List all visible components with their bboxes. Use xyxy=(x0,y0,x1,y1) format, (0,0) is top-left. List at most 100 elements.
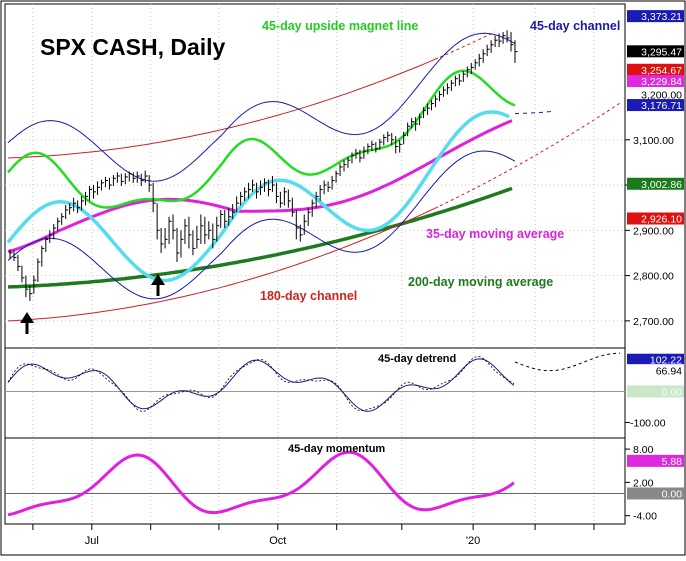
price-bar xyxy=(415,117,419,131)
price-bar xyxy=(188,216,192,249)
price-bar xyxy=(104,176,108,188)
indicator-series-group xyxy=(5,352,625,517)
momentum-value-text-1: 0.00 xyxy=(662,488,683,500)
price-bar xyxy=(168,216,172,244)
price-value-box-3 xyxy=(627,75,684,88)
price-bar xyxy=(77,200,81,214)
price-bar xyxy=(279,191,283,208)
detrend-value-box-1 xyxy=(626,364,685,378)
price-bar xyxy=(25,275,29,298)
annotation-45-day-channel: 45-day channel xyxy=(530,19,620,33)
detrend-value-box-2 xyxy=(627,385,684,398)
price-bar xyxy=(132,172,136,183)
momentum-value-box-1 xyxy=(627,487,684,500)
channel45-proj xyxy=(514,110,556,115)
price-bar xyxy=(37,258,41,282)
price-bar xyxy=(474,59,478,70)
price-bar xyxy=(359,149,363,163)
price-bar xyxy=(411,118,415,129)
price-bar xyxy=(454,75,458,87)
x-axis: Jul Oct '20 xyxy=(32,524,595,547)
price-bar xyxy=(61,213,65,225)
price-bar xyxy=(514,40,518,63)
price-bar xyxy=(65,204,69,219)
price-bar xyxy=(363,146,367,159)
price-bar xyxy=(144,170,148,183)
price-bar xyxy=(152,182,156,213)
annotation-magnet-line: 45-day upside magnet line xyxy=(262,19,418,33)
price-bar xyxy=(403,131,407,145)
momentum-y-tick-label-2: -4.00 xyxy=(633,511,657,523)
price-bar xyxy=(45,236,49,253)
price-bar xyxy=(331,176,335,190)
price-bar xyxy=(434,95,438,108)
x-tick-label-1: Oct xyxy=(269,535,286,547)
price-bar xyxy=(395,136,399,154)
price-value-box-5 xyxy=(627,99,684,112)
price-bar xyxy=(156,203,160,240)
price-bar xyxy=(299,224,303,242)
detrend-signal xyxy=(7,356,515,412)
price-value-text-2: 3,254.67 xyxy=(641,65,682,77)
price-bar xyxy=(450,80,454,91)
cycle-line xyxy=(6,110,510,283)
price-bar xyxy=(275,182,279,204)
momentum-line xyxy=(7,450,515,517)
price-bar xyxy=(470,62,474,75)
price-bar xyxy=(57,217,61,232)
price-value-text-7: 2,926.10 xyxy=(641,214,682,226)
price-bar xyxy=(236,196,240,213)
price-bar xyxy=(112,175,116,186)
price-bar xyxy=(351,152,355,164)
price-bar xyxy=(33,275,37,294)
value-labels: 3,373.21 3,295.47 3,254.673,229.84 3,200.00… xyxy=(626,10,685,500)
price-bar xyxy=(108,177,112,190)
chart-title: SPX CASH, Daily xyxy=(40,34,226,60)
annotation-200-day-ma: 200-day moving average xyxy=(408,275,553,289)
price-bar xyxy=(319,185,323,201)
momentum-y-tick-label-1: 2.00 xyxy=(633,477,654,489)
price-bar xyxy=(498,33,502,47)
price-bar xyxy=(407,122,411,137)
detrend-value-label-0: 102.22 xyxy=(627,353,684,367)
channel45-lower xyxy=(7,150,516,300)
price-value-label-4: 3,200.00 xyxy=(626,88,685,102)
price-bar xyxy=(419,113,423,126)
price-bar xyxy=(486,44,490,57)
momentum-value-box-0 xyxy=(627,454,684,467)
y-tick-label-2: 2,900.00 xyxy=(633,225,674,237)
detrend-value-label-1: 66.94 xyxy=(626,364,685,378)
price-bar xyxy=(252,179,256,192)
plot-area xyxy=(4,3,626,525)
price-bar xyxy=(180,230,184,258)
price-bar xyxy=(303,214,307,235)
price-bars xyxy=(9,30,518,301)
price-bar xyxy=(271,176,275,192)
price-bar xyxy=(478,53,482,67)
price-bar xyxy=(391,133,395,146)
price-bar xyxy=(196,225,200,249)
price-bar xyxy=(287,189,291,208)
price-bar xyxy=(506,30,510,43)
price-value-text-5: 3,176.71 xyxy=(641,100,682,112)
price-bar xyxy=(502,32,506,44)
price-value-label-0: 3,373.21 xyxy=(627,10,684,23)
price-bar xyxy=(248,182,252,199)
price-bar xyxy=(100,179,104,191)
annotation-180-day-channel: 180-day channel xyxy=(260,289,357,303)
price-bar xyxy=(89,185,93,201)
price-bar xyxy=(140,173,144,186)
channel180-lower xyxy=(7,206,439,322)
price-bar xyxy=(427,103,431,115)
price-bar xyxy=(232,204,236,219)
magnet-line xyxy=(7,69,516,209)
y-tick-label-0: 3,100.00 xyxy=(633,135,674,147)
price-bar xyxy=(347,156,351,168)
annotation-35-day-ma: 35-day moving average xyxy=(426,227,564,241)
price-value-text-1: 3,295.47 xyxy=(641,46,682,58)
momentum-label: 45-day momentum xyxy=(288,443,385,455)
cycle-low-arrow-1 xyxy=(20,312,34,334)
x-tick-label-0: Jul xyxy=(85,535,99,547)
